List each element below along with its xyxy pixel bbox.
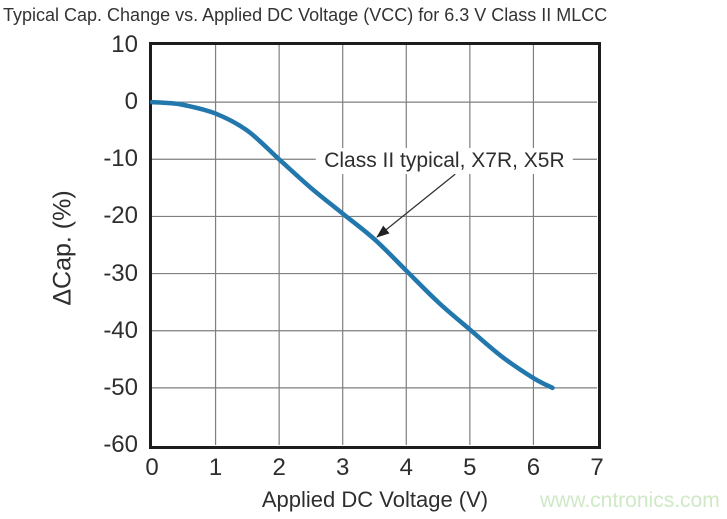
y-tick-label: -30 <box>103 259 138 287</box>
annotation-arrow <box>376 173 456 238</box>
y-tick-label: 10 <box>111 31 138 58</box>
x-tick-label: 7 <box>590 454 604 481</box>
curve-class2-typical <box>149 99 555 391</box>
x-tick-label: 6 <box>526 454 541 481</box>
annotation-label: Class II typical, X7R, X5R <box>316 148 573 174</box>
y-tick-label: -20 <box>103 202 138 230</box>
x-tick-label: 5 <box>463 454 477 481</box>
x-tick-label: 4 <box>399 454 413 481</box>
x-tick-label: 1 <box>208 454 223 481</box>
chart-title: Typical Cap. Change vs. Applied DC Volta… <box>3 5 608 25</box>
x-tick-label: 2 <box>272 454 286 481</box>
x-tick-label: 0 <box>145 454 159 481</box>
watermark-text: www.cntronics.com <box>540 489 720 512</box>
plot-area <box>149 42 601 449</box>
y-tick-label: -10 <box>103 145 138 173</box>
grid-lines <box>152 45 597 445</box>
y-tick-label: -50 <box>103 373 138 401</box>
y-tick-label: 0 <box>124 88 138 116</box>
x-axis-label: Applied DC Voltage (V) <box>261 487 489 512</box>
plot-frame <box>149 42 601 449</box>
x-tick-label: 3 <box>336 454 350 481</box>
y-tick-label: -60 <box>103 431 138 458</box>
y-tick-label: -40 <box>103 316 138 344</box>
